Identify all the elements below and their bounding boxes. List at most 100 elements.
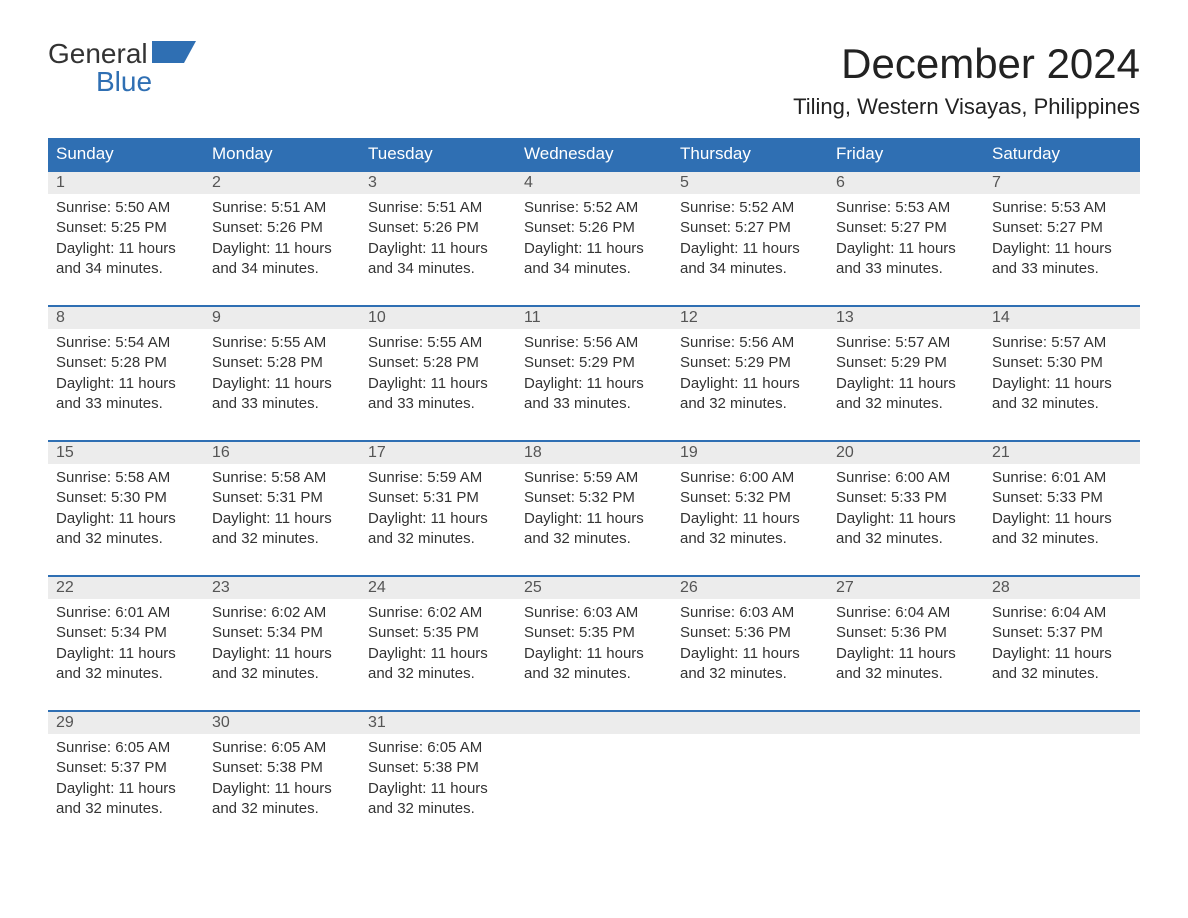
daylight-line: Daylight: 11 hours and 32 minutes. <box>56 779 196 820</box>
sunrise-line: Sunrise: 5:55 AM <box>212 333 352 353</box>
daylight-line: Daylight: 11 hours and 32 minutes. <box>992 509 1132 550</box>
day-number-row: 293031 <box>48 711 1140 734</box>
day-cell: Sunrise: 6:04 AMSunset: 5:37 PMDaylight:… <box>984 599 1140 711</box>
day-number-row: 1234567 <box>48 171 1140 194</box>
day-number: 10 <box>360 306 516 329</box>
daylight-line: Daylight: 11 hours and 32 minutes. <box>680 644 820 685</box>
day-number: 3 <box>360 171 516 194</box>
sunset-line: Sunset: 5:35 PM <box>524 623 664 643</box>
weekday-header: Monday <box>204 138 360 171</box>
day-cell: Sunrise: 5:56 AMSunset: 5:29 PMDaylight:… <box>516 329 672 441</box>
empty-cell <box>672 711 828 734</box>
day-number: 6 <box>828 171 984 194</box>
day-number: 13 <box>828 306 984 329</box>
sunset-line: Sunset: 5:38 PM <box>212 758 352 778</box>
sunset-line: Sunset: 5:27 PM <box>680 218 820 238</box>
sunrise-line: Sunrise: 5:51 AM <box>212 198 352 218</box>
calendar-body: 1234567Sunrise: 5:50 AMSunset: 5:25 PMDa… <box>48 171 1140 845</box>
day-cell: Sunrise: 6:04 AMSunset: 5:36 PMDaylight:… <box>828 599 984 711</box>
sunrise-line: Sunrise: 6:01 AM <box>992 468 1132 488</box>
sunset-line: Sunset: 5:28 PM <box>56 353 196 373</box>
daylight-line: Daylight: 11 hours and 32 minutes. <box>524 644 664 685</box>
sunset-line: Sunset: 5:26 PM <box>368 218 508 238</box>
day-cell: Sunrise: 6:03 AMSunset: 5:36 PMDaylight:… <box>672 599 828 711</box>
day-number: 19 <box>672 441 828 464</box>
day-number: 4 <box>516 171 672 194</box>
sunrise-line: Sunrise: 5:59 AM <box>524 468 664 488</box>
page-header: General Blue December 2024 Tiling, Weste… <box>48 40 1140 130</box>
empty-cell <box>672 734 828 845</box>
sunrise-line: Sunrise: 5:53 AM <box>836 198 976 218</box>
sunrise-line: Sunrise: 6:00 AM <box>836 468 976 488</box>
sunset-line: Sunset: 5:36 PM <box>680 623 820 643</box>
sunrise-line: Sunrise: 5:58 AM <box>212 468 352 488</box>
day-number: 22 <box>48 576 204 599</box>
day-number: 24 <box>360 576 516 599</box>
weekday-header-row: SundayMondayTuesdayWednesdayThursdayFrid… <box>48 138 1140 171</box>
daylight-line: Daylight: 11 hours and 34 minutes. <box>56 239 196 280</box>
sunset-line: Sunset: 5:33 PM <box>836 488 976 508</box>
day-number: 28 <box>984 576 1140 599</box>
daylight-line: Daylight: 11 hours and 34 minutes. <box>212 239 352 280</box>
sunrise-line: Sunrise: 5:59 AM <box>368 468 508 488</box>
day-number: 30 <box>204 711 360 734</box>
sunset-line: Sunset: 5:31 PM <box>212 488 352 508</box>
day-number: 31 <box>360 711 516 734</box>
logo-word-1: General <box>48 40 148 68</box>
sunset-line: Sunset: 5:29 PM <box>680 353 820 373</box>
empty-cell <box>984 711 1140 734</box>
sunset-line: Sunset: 5:37 PM <box>992 623 1132 643</box>
weekday-header: Thursday <box>672 138 828 171</box>
daylight-line: Daylight: 11 hours and 32 minutes. <box>212 644 352 685</box>
sunset-line: Sunset: 5:37 PM <box>56 758 196 778</box>
day-cell: Sunrise: 5:57 AMSunset: 5:29 PMDaylight:… <box>828 329 984 441</box>
day-cell: Sunrise: 5:54 AMSunset: 5:28 PMDaylight:… <box>48 329 204 441</box>
day-cell: Sunrise: 5:52 AMSunset: 5:27 PMDaylight:… <box>672 194 828 306</box>
daylight-line: Daylight: 11 hours and 32 minutes. <box>368 509 508 550</box>
sunrise-line: Sunrise: 5:54 AM <box>56 333 196 353</box>
daylight-line: Daylight: 11 hours and 33 minutes. <box>56 374 196 415</box>
sunset-line: Sunset: 5:32 PM <box>680 488 820 508</box>
sunset-line: Sunset: 5:35 PM <box>368 623 508 643</box>
daylight-line: Daylight: 11 hours and 33 minutes. <box>368 374 508 415</box>
day-cell: Sunrise: 6:02 AMSunset: 5:34 PMDaylight:… <box>204 599 360 711</box>
day-number: 21 <box>984 441 1140 464</box>
sunrise-line: Sunrise: 5:57 AM <box>836 333 976 353</box>
day-number: 20 <box>828 441 984 464</box>
day-cell: Sunrise: 5:52 AMSunset: 5:26 PMDaylight:… <box>516 194 672 306</box>
sunset-line: Sunset: 5:30 PM <box>56 488 196 508</box>
daylight-line: Daylight: 11 hours and 32 minutes. <box>992 644 1132 685</box>
day-number-row: 15161718192021 <box>48 441 1140 464</box>
sunrise-line: Sunrise: 6:05 AM <box>212 738 352 758</box>
sunset-line: Sunset: 5:31 PM <box>368 488 508 508</box>
weekday-header: Tuesday <box>360 138 516 171</box>
day-cell: Sunrise: 5:58 AMSunset: 5:31 PMDaylight:… <box>204 464 360 576</box>
empty-cell <box>516 711 672 734</box>
day-cell: Sunrise: 5:53 AMSunset: 5:27 PMDaylight:… <box>984 194 1140 306</box>
sunrise-line: Sunrise: 5:58 AM <box>56 468 196 488</box>
day-number: 9 <box>204 306 360 329</box>
day-data-row: Sunrise: 6:05 AMSunset: 5:37 PMDaylight:… <box>48 734 1140 845</box>
daylight-line: Daylight: 11 hours and 32 minutes. <box>212 509 352 550</box>
weekday-header: Wednesday <box>516 138 672 171</box>
sunset-line: Sunset: 5:25 PM <box>56 218 196 238</box>
day-cell: Sunrise: 6:05 AMSunset: 5:38 PMDaylight:… <box>360 734 516 845</box>
day-cell: Sunrise: 5:55 AMSunset: 5:28 PMDaylight:… <box>204 329 360 441</box>
sunrise-line: Sunrise: 5:56 AM <box>524 333 664 353</box>
sunrise-line: Sunrise: 6:05 AM <box>368 738 508 758</box>
logo: General Blue <box>48 40 196 96</box>
daylight-line: Daylight: 11 hours and 32 minutes. <box>836 374 976 415</box>
day-data-row: Sunrise: 5:58 AMSunset: 5:30 PMDaylight:… <box>48 464 1140 576</box>
daylight-line: Daylight: 11 hours and 32 minutes. <box>680 374 820 415</box>
day-data-row: Sunrise: 5:50 AMSunset: 5:25 PMDaylight:… <box>48 194 1140 306</box>
day-number: 5 <box>672 171 828 194</box>
sunrise-line: Sunrise: 5:57 AM <box>992 333 1132 353</box>
daylight-line: Daylight: 11 hours and 32 minutes. <box>524 509 664 550</box>
day-number: 29 <box>48 711 204 734</box>
day-cell: Sunrise: 5:51 AMSunset: 5:26 PMDaylight:… <box>204 194 360 306</box>
sunrise-line: Sunrise: 6:01 AM <box>56 603 196 623</box>
day-number: 27 <box>828 576 984 599</box>
daylight-line: Daylight: 11 hours and 32 minutes. <box>212 779 352 820</box>
sunrise-line: Sunrise: 5:51 AM <box>368 198 508 218</box>
daylight-line: Daylight: 11 hours and 33 minutes. <box>992 239 1132 280</box>
